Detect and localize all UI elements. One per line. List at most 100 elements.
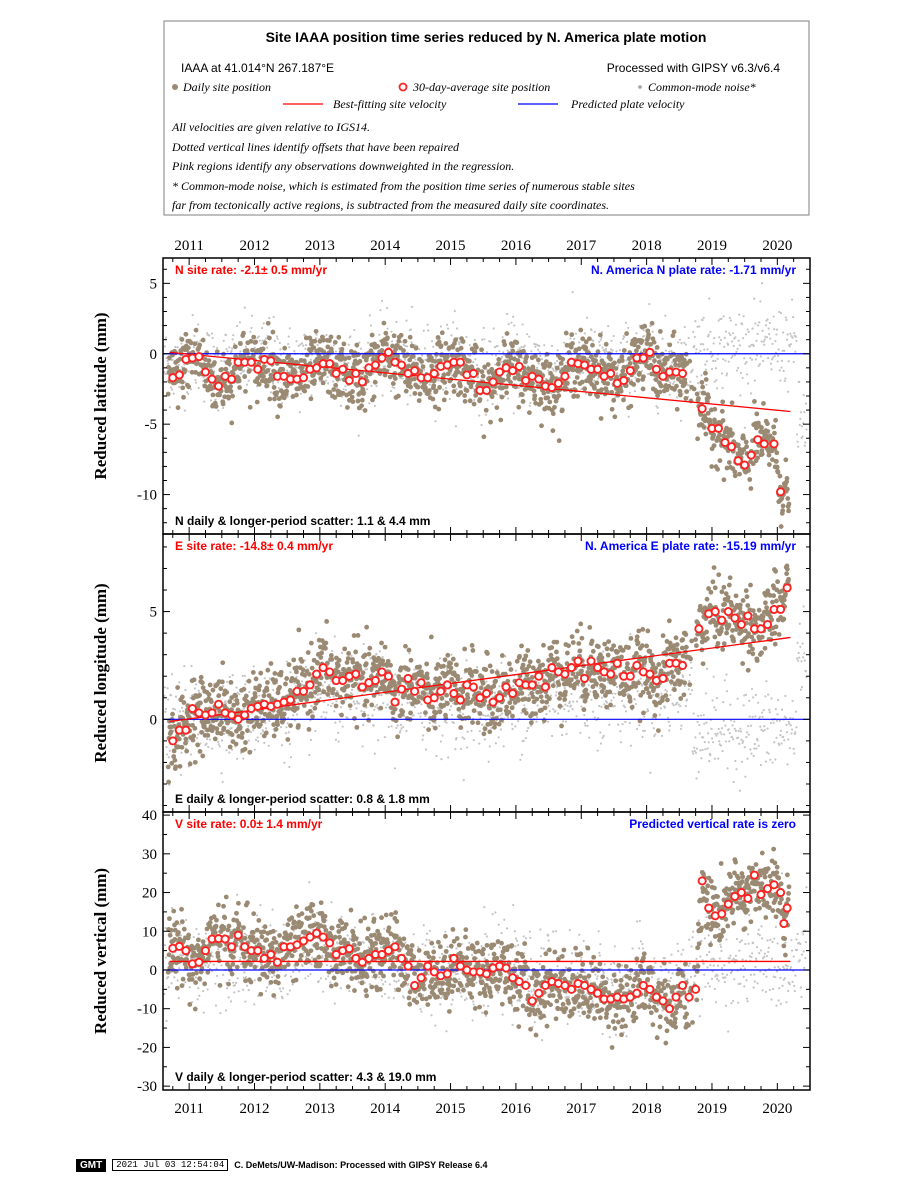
common-mode-point: [488, 745, 491, 748]
daily-point: [312, 689, 318, 695]
common-mode-point: [243, 369, 246, 372]
common-mode-point: [500, 661, 503, 664]
common-mode-point: [778, 369, 781, 372]
common-mode-point: [571, 291, 574, 294]
common-mode-point: [723, 679, 726, 682]
common-mode-point: [517, 348, 520, 352]
common-mode-point: [748, 715, 751, 718]
common-mode-point: [759, 355, 763, 358]
daily-point: [292, 369, 298, 375]
common-mode-point: [625, 340, 629, 343]
common-mode-point: [765, 680, 768, 683]
daily-point: [741, 435, 746, 441]
common-mode-point: [368, 402, 371, 405]
common-mode-point: [483, 338, 486, 341]
top-year-tick-label: 2011: [174, 238, 203, 254]
daily-point: [288, 723, 293, 728]
common-mode-point: [362, 724, 365, 727]
common-mode-point: [764, 324, 768, 327]
common-mode-point: [789, 332, 792, 335]
daily-point: [712, 406, 718, 412]
common-mode-point: [766, 727, 769, 730]
daily-point: [634, 364, 640, 370]
common-mode-point: [767, 693, 770, 696]
common-mode-point: [698, 732, 701, 735]
common-mode-point: [375, 653, 378, 656]
common-mode-point: [687, 688, 690, 691]
common-mode-point: [410, 305, 414, 308]
daily-point: [430, 704, 435, 710]
common-mode-point: [262, 322, 265, 325]
common-mode-point: [491, 403, 494, 406]
common-mode-point: [672, 382, 675, 385]
daily-point: [701, 390, 707, 396]
common-mode-point: [169, 694, 173, 697]
common-mode-point: [404, 344, 407, 348]
common-mode-point: [386, 703, 389, 706]
common-mode-point: [469, 354, 472, 357]
common-mode-point: [583, 713, 586, 717]
daily-point: [180, 385, 186, 391]
common-mode-point: [757, 744, 760, 747]
common-mode-point: [667, 716, 670, 719]
common-mode-point: [603, 703, 606, 706]
daily-point: [487, 663, 493, 669]
common-mode-point: [747, 725, 750, 728]
common-mode-point: [715, 734, 718, 737]
common-mode-point: [209, 722, 213, 725]
common-mode-point: [279, 348, 282, 351]
daily-point: [354, 724, 360, 730]
common-mode-point: [791, 699, 794, 703]
daily-point: [301, 358, 307, 364]
daily-point: [264, 687, 270, 693]
daily-point: [231, 702, 237, 708]
common-mode-point: [256, 736, 259, 739]
daily-point: [165, 391, 171, 397]
daily-point: [504, 331, 510, 336]
daily-point: [390, 343, 395, 349]
average-point: [377, 353, 387, 363]
common-mode-point: [777, 354, 780, 357]
common-mode-point: [742, 337, 745, 340]
common-mode-point: [769, 758, 772, 761]
daily-point: [501, 377, 506, 383]
common-mode-point: [194, 378, 197, 382]
average-point: [423, 373, 433, 383]
daily-point: [720, 399, 726, 405]
common-mode-point: [230, 726, 233, 730]
common-mode-point: [535, 716, 539, 719]
daily-point: [439, 330, 445, 336]
daily-point: [223, 366, 229, 372]
common-mode-point: [565, 732, 568, 736]
common-mode-label: Common-mode noise*: [648, 80, 756, 94]
common-mode-point: [710, 355, 713, 359]
daily-point: [448, 660, 453, 666]
daily-point: [205, 733, 211, 738]
daily-point: [409, 343, 415, 349]
daily-point: [586, 336, 592, 342]
common-mode-point: [798, 423, 801, 427]
common-mode-point: [587, 684, 590, 687]
common-mode-point: [248, 690, 251, 694]
daily-point: [727, 427, 733, 433]
common-mode-point: [757, 324, 760, 327]
common-mode-point: [735, 369, 739, 372]
common-mode-point: [798, 622, 801, 625]
common-mode-point: [402, 725, 405, 729]
daily-point: [695, 436, 700, 442]
common-mode-point: [502, 745, 505, 748]
y-tick-label: 0: [150, 347, 158, 363]
common-mode-point: [649, 771, 652, 774]
common-mode-point: [692, 712, 695, 715]
daily-point: [270, 714, 275, 720]
common-mode-point: [511, 727, 514, 731]
common-mode-point: [634, 702, 638, 706]
common-mode-point: [230, 748, 234, 751]
common-mode-point: [424, 748, 428, 751]
daily-point: [732, 469, 738, 475]
daily-point: [227, 699, 233, 705]
common-mode-point: [643, 334, 646, 337]
daily-point: [646, 332, 651, 337]
daily-point: [183, 736, 189, 742]
common-mode-point: [484, 413, 488, 416]
